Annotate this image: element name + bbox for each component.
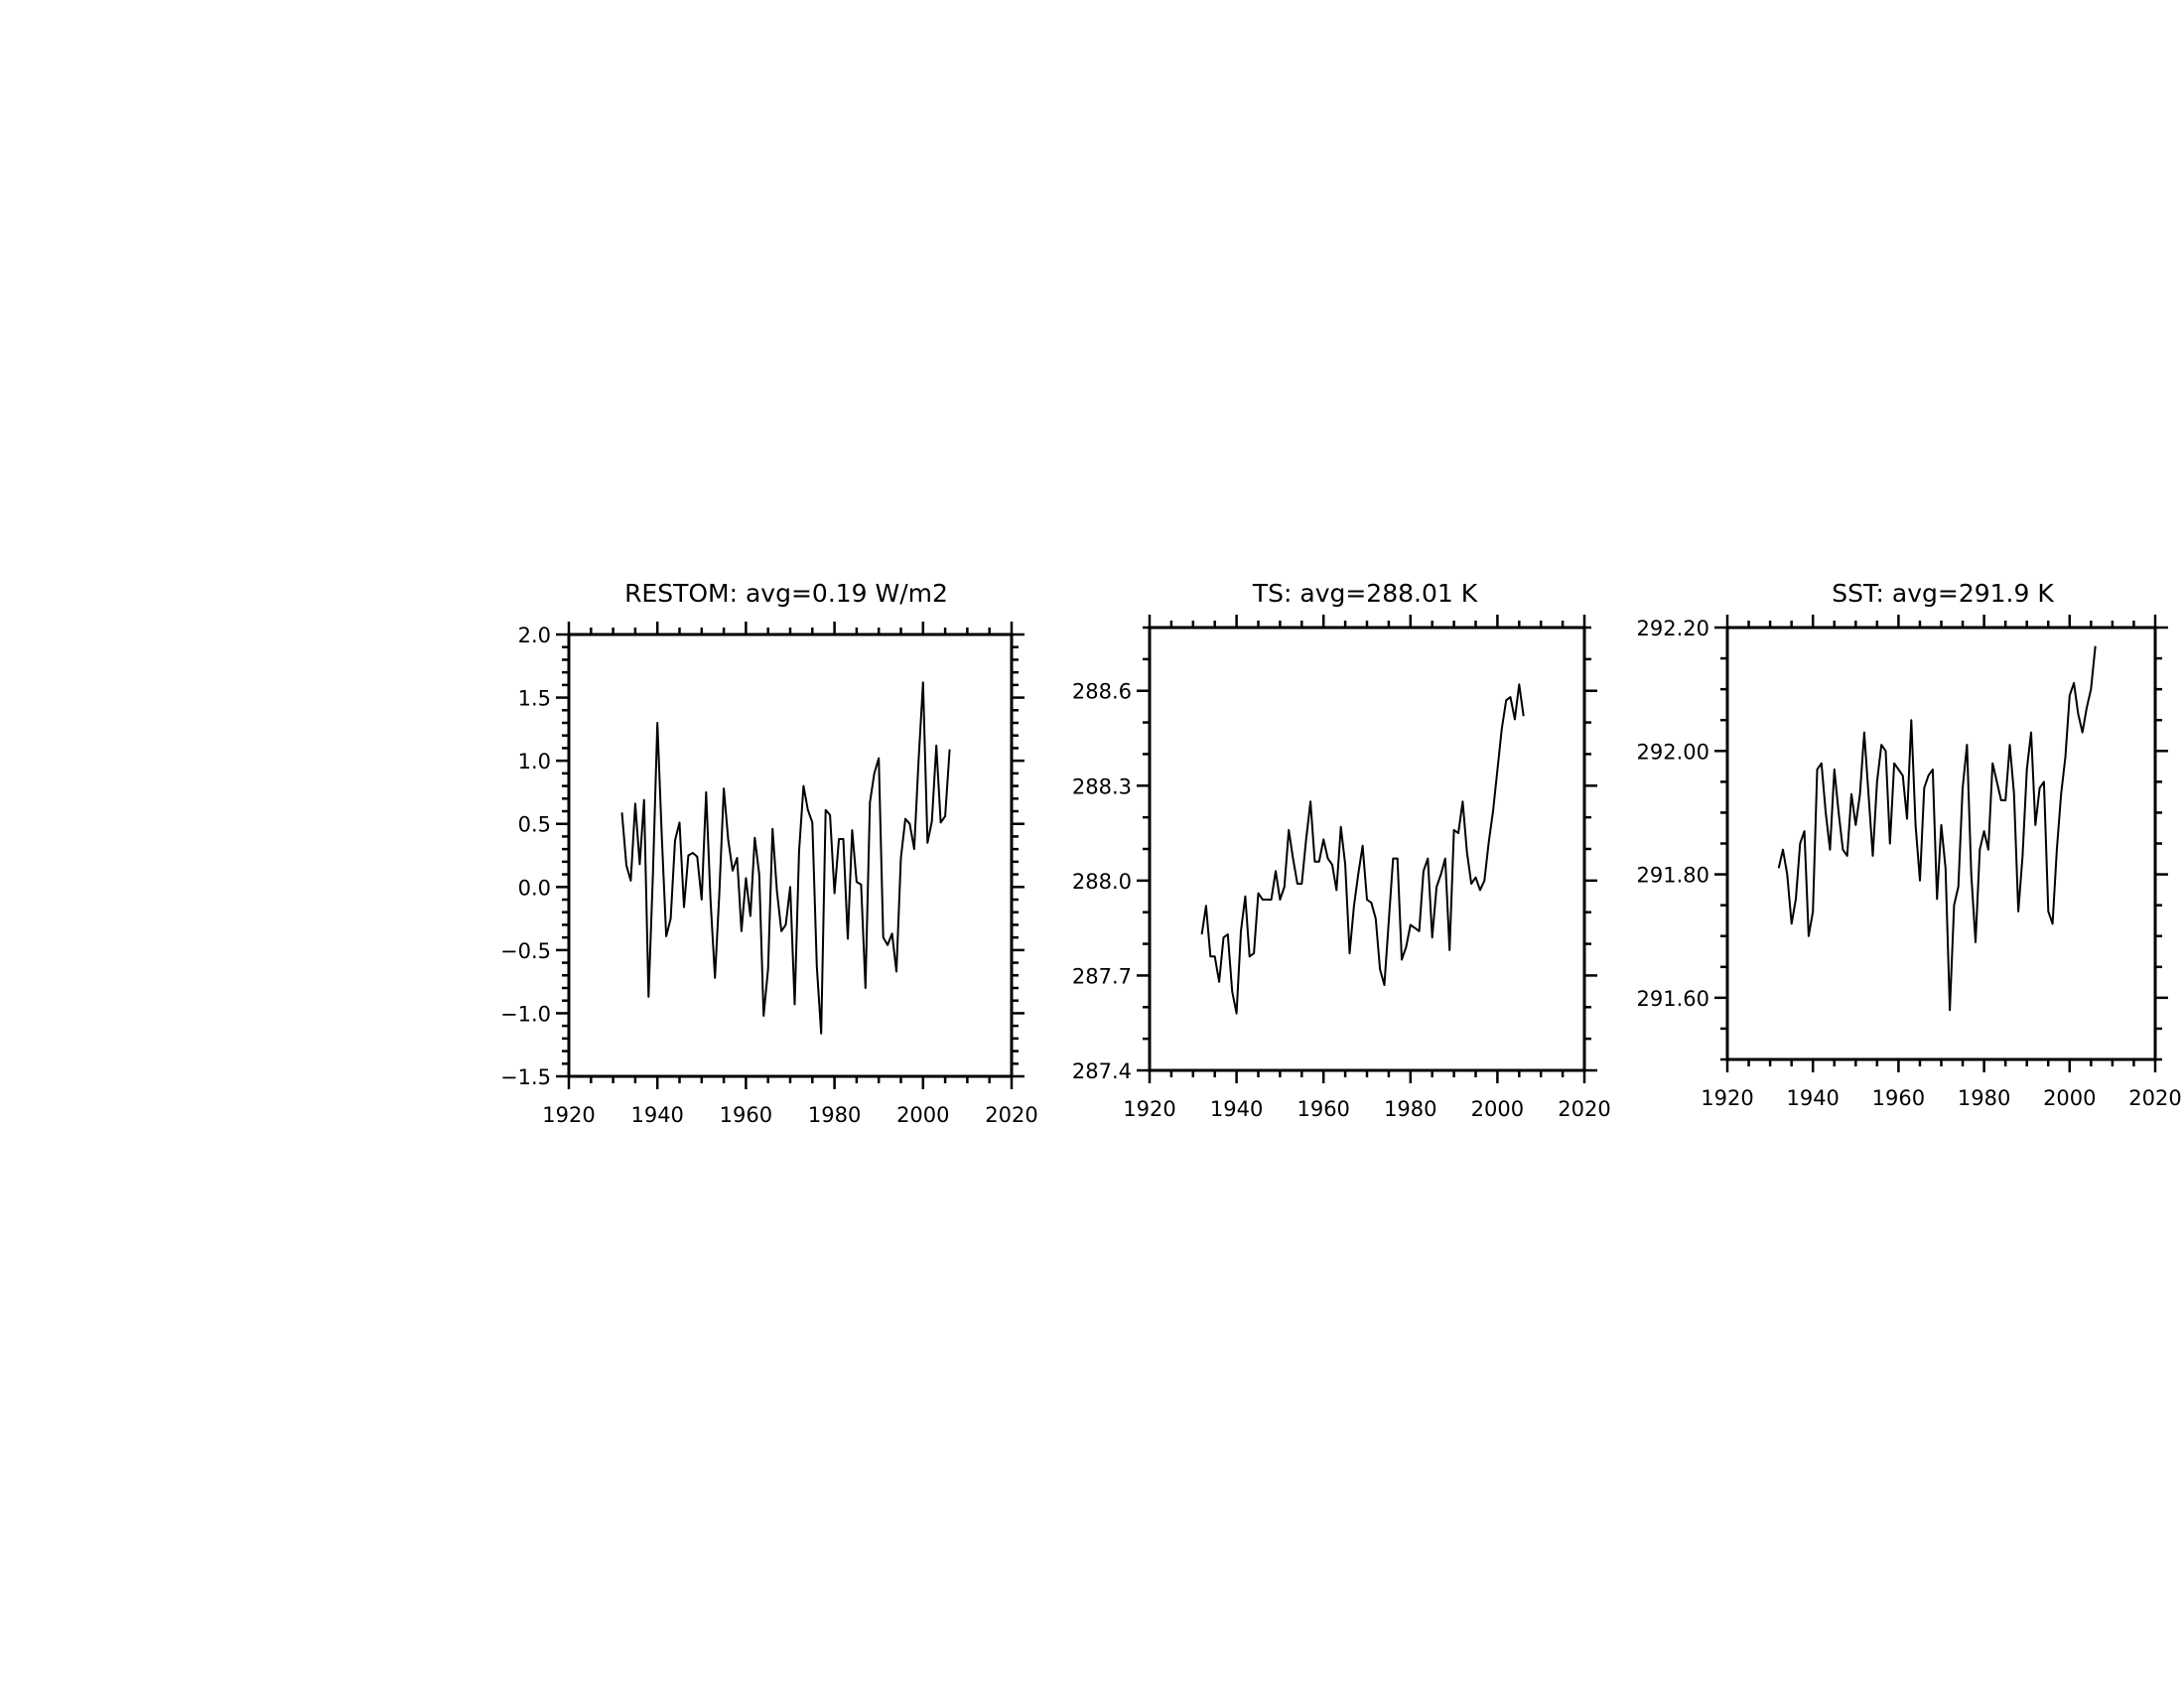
sst-xtick-label: 1980 xyxy=(1958,1086,2010,1110)
sst-xtick-label: 1940 xyxy=(1786,1086,1839,1110)
ts-series-line xyxy=(1200,683,1525,1015)
sst-panel: SST: avg=291.9 K 1920 1940 1960 1980 2000 202… xyxy=(1637,579,2182,1110)
restom-xtick-label: 1960 xyxy=(720,1103,772,1127)
restom-ytick-label: 1.0 xyxy=(518,750,551,774)
sst-xtick-label: 2000 xyxy=(2043,1086,2096,1110)
ts-xtick-label: 2020 xyxy=(1558,1097,1610,1121)
ts-xtick-label: 1980 xyxy=(1384,1097,1436,1121)
ts-ytick-label: 288.0 xyxy=(1072,870,1132,894)
sst-ytick-label: 292.20 xyxy=(1637,617,1709,640)
restom-xtick-label: 1920 xyxy=(542,1103,595,1127)
restom-ytick-label: −1.5 xyxy=(500,1065,551,1089)
restom-xtick-label: 2000 xyxy=(896,1103,949,1127)
restom-ytick-label: 1.5 xyxy=(518,687,551,711)
ts-xtick-label: 1920 xyxy=(1123,1097,1175,1121)
sst-xtick-label: 2020 xyxy=(2128,1086,2181,1110)
ts-ytick-label: 287.4 xyxy=(1072,1059,1132,1083)
restom-ytick-label: −1.0 xyxy=(500,1002,551,1026)
ts-ytick-label: 288.6 xyxy=(1072,680,1132,704)
sst-ytick-label: 291.60 xyxy=(1637,987,1709,1011)
sst-title: SST: avg=291.9 K xyxy=(1832,579,2054,608)
restom-series-line xyxy=(620,681,951,1035)
restom-xtick-label: 2020 xyxy=(985,1103,1037,1127)
restom-xtick-label: 1940 xyxy=(630,1103,683,1127)
restom-ytick-label: 0.0 xyxy=(518,876,551,900)
restom-ytick-label: −0.5 xyxy=(500,939,551,963)
ts-title: TS: avg=288.01 K xyxy=(1252,579,1478,608)
ts-xtick-label: 1960 xyxy=(1297,1097,1349,1121)
sst-series-line xyxy=(1777,645,2097,1012)
sst-xtick-label: 1960 xyxy=(1872,1086,1925,1110)
sst-ytick-label: 291.80 xyxy=(1637,864,1709,888)
ts-panel: TS: avg=288.01 K 1920 1940 1960 1980 2000 202… xyxy=(1072,579,1611,1121)
ts-xtick-label: 2000 xyxy=(1471,1097,1524,1121)
restom-title: RESTOM: avg=0.19 W/m2 xyxy=(624,579,948,608)
ts-xtick-label: 1940 xyxy=(1210,1097,1263,1121)
ts-ytick-label: 287.7 xyxy=(1072,964,1132,988)
sst-xtick-label: 1920 xyxy=(1701,1086,1753,1110)
restom-panel: RESTOM: avg=0.19 W/m2 1920 1940 1960 1980 20… xyxy=(500,579,1038,1127)
sst-ytick-label: 292.00 xyxy=(1637,740,1709,764)
restom-xtick-label: 1980 xyxy=(808,1103,861,1127)
restom-ytick-label: 2.0 xyxy=(518,624,551,647)
restom-ytick-label: 0.5 xyxy=(518,813,551,837)
ts-ytick-label: 288.3 xyxy=(1072,774,1132,798)
